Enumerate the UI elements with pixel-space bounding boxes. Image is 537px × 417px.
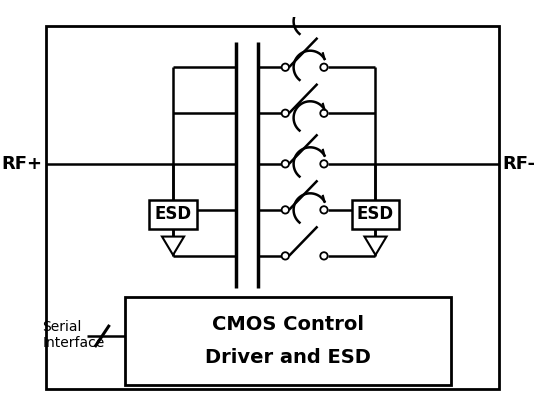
Circle shape <box>320 160 328 168</box>
Text: RF-: RF- <box>503 155 535 173</box>
Text: ESD: ESD <box>357 206 394 224</box>
Circle shape <box>281 63 289 71</box>
Circle shape <box>320 63 328 71</box>
Text: ESD: ESD <box>155 206 192 224</box>
Polygon shape <box>162 236 184 255</box>
Text: Interface: Interface <box>42 337 105 350</box>
Polygon shape <box>365 236 387 255</box>
Bar <box>149 200 197 229</box>
Text: CMOS Control: CMOS Control <box>212 315 364 334</box>
Circle shape <box>281 206 289 214</box>
Circle shape <box>320 252 328 259</box>
Text: RF+: RF+ <box>2 155 42 173</box>
Circle shape <box>320 110 328 117</box>
Circle shape <box>320 206 328 214</box>
Bar <box>352 200 400 229</box>
Text: Serial: Serial <box>42 320 82 334</box>
Text: Driver and ESD: Driver and ESD <box>205 348 371 367</box>
Circle shape <box>281 252 289 259</box>
Circle shape <box>281 160 289 168</box>
Circle shape <box>281 110 289 117</box>
Bar <box>125 297 451 385</box>
